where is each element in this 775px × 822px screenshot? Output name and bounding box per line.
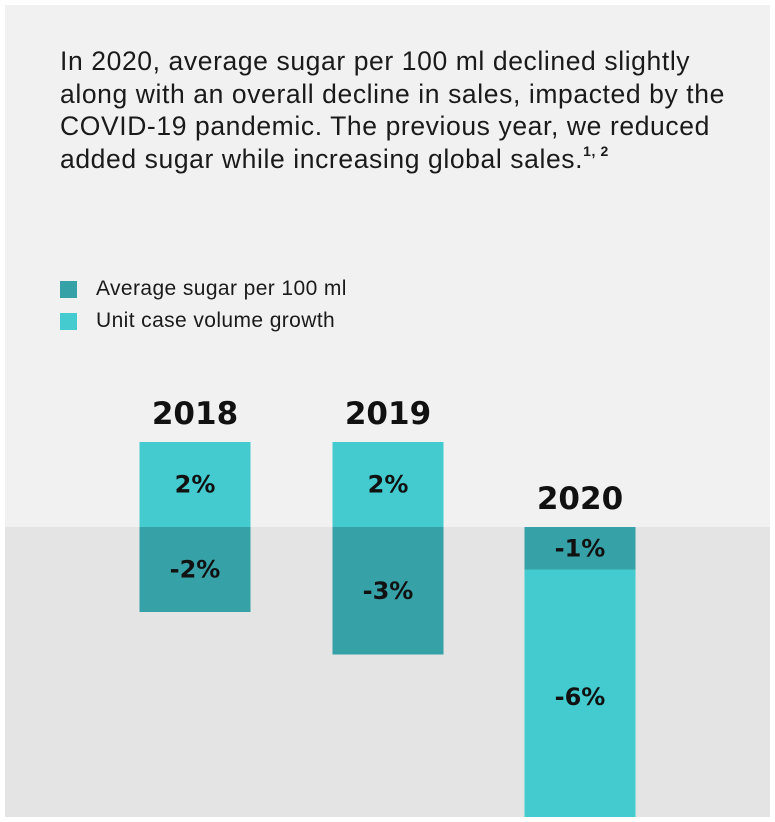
bar-volume-2020 xyxy=(524,569,636,817)
bar-label-sugar-2020: -1% xyxy=(555,534,606,562)
bar-sugar-2020 xyxy=(524,527,636,570)
bar-sugar-2018 xyxy=(139,527,251,612)
bar-sugar-2019 xyxy=(332,527,444,655)
title-footnote: 1, 2 xyxy=(583,142,609,159)
legend-label-volume: Unit case volume growth xyxy=(96,309,336,332)
bar-chart: -2% 2% 2018 -3% 2% 2019 -1% -6% 2020 xyxy=(139,396,636,817)
bar-label-volume-2020: -6% xyxy=(555,683,606,711)
bar-volume-2019 xyxy=(332,442,444,527)
year-label-2018: 2018 xyxy=(152,396,238,432)
legend-label-sugar: Average sugar per 100 ml xyxy=(96,277,347,300)
bar-label-volume-2019: 2% xyxy=(368,471,409,499)
legend-swatch-volume xyxy=(60,312,77,330)
chart-title: In 2020, average sugar per 100 ml declin… xyxy=(60,45,740,175)
chart-panel: In 2020, average sugar per 100 ml declin… xyxy=(5,5,770,817)
bar-label-volume-2018: 2% xyxy=(175,471,216,499)
bar-label-sugar-2019: -3% xyxy=(363,577,414,605)
bar-volume-2018 xyxy=(139,442,251,527)
bar-label-sugar-2018: -2% xyxy=(170,556,221,584)
chart-title-text: In 2020, average sugar per 100 ml declin… xyxy=(60,46,725,174)
legend-item-sugar: Average sugar per 100 ml xyxy=(60,277,347,301)
legend-swatch-sugar xyxy=(60,280,77,298)
legend-item-volume: Unit case volume growth xyxy=(60,309,335,333)
year-label-2019: 2019 xyxy=(345,396,431,432)
year-label-2020: 2020 xyxy=(537,481,623,517)
